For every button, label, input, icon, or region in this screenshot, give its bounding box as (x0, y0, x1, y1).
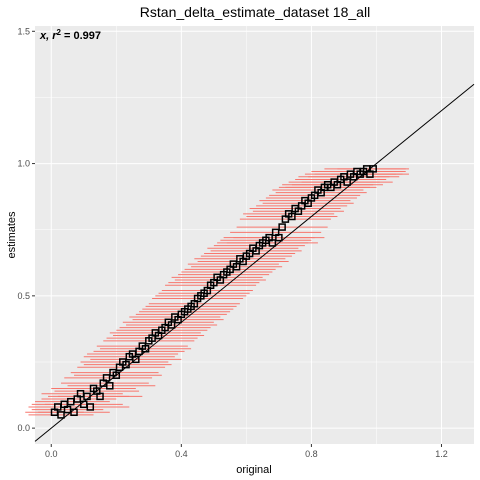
data-point (275, 233, 283, 242)
data-points (50, 165, 377, 419)
x-axis-title: original (236, 464, 271, 476)
data-point (232, 262, 241, 271)
x-axis-ticks: 0.0 0.4 0.8 1.2 (45, 444, 448, 459)
data-point (106, 382, 114, 390)
y-axis-title: estimates (6, 211, 18, 259)
data-point (167, 321, 176, 329)
x-tick-label: 0.8 (305, 449, 318, 459)
y-tick-label: 1.0 (17, 159, 30, 169)
data-point (343, 178, 351, 186)
y-axis-ticks: 0.0 0.5 1.0 1.5 (17, 26, 35, 433)
data-point (288, 212, 296, 221)
reference-line (34, 83, 475, 442)
x-tick-label: 1.2 (435, 449, 448, 459)
data-point (132, 355, 140, 364)
data-point (278, 223, 286, 231)
y-tick-label: 0.0 (17, 423, 30, 433)
data-point (57, 411, 65, 419)
annotation-superscript: 2 (57, 28, 62, 37)
r-squared-annotation: x, r2 = 0.997 (39, 28, 101, 42)
data-point (86, 403, 95, 411)
x-tick-label: 0.0 (45, 449, 58, 459)
y-tick-label: 0.5 (17, 291, 30, 301)
y-tick-label: 1.5 (17, 26, 30, 36)
annotation-prefix: x, r (39, 30, 57, 42)
data-point (112, 371, 121, 379)
data-point (268, 239, 277, 247)
grid (35, 26, 474, 444)
data-point (96, 392, 104, 401)
x-tick-label: 0.4 (175, 449, 188, 459)
annotation-suffix: = 0.997 (61, 30, 101, 42)
chart-title: Rstan_delta_estimate_dataset 18_all (140, 4, 370, 20)
data-point (102, 374, 111, 382)
reference-line-layer (34, 83, 475, 442)
